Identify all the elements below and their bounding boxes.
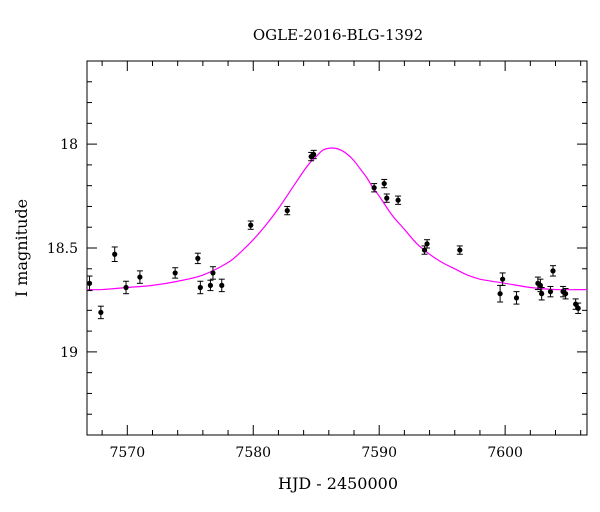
model-curve-group [86,147,588,291]
data-point [547,285,554,298]
data-point [562,288,569,300]
data-point-marker [497,291,503,297]
data-point [247,220,254,230]
data-point [123,280,130,295]
data-point [207,279,214,292]
data-point-marker [98,309,104,316]
data-point [383,193,390,203]
data-point-marker [371,185,377,191]
data-point [197,280,204,295]
data-point-marker [424,241,430,247]
axis-ticks [87,60,587,436]
data-point-marker [123,284,129,291]
data-point [499,272,506,286]
data-point [381,178,388,189]
data-point-marker [575,305,581,311]
x-tick-label: 7590 [361,445,397,461]
data-point-marker [219,282,225,288]
data-point [549,265,556,277]
data-point [209,266,216,280]
data-point-marker [395,197,401,203]
data-point [218,278,225,293]
data-point-marker [457,247,463,253]
axis-tick-labels: 7570 7580 7590 7600 18 18.5 19 [47,137,523,461]
data-point-marker [547,289,554,295]
data-point [513,291,520,305]
x-tick-label: 7600 [487,445,523,461]
data-point [575,302,582,314]
data-point-marker [197,284,203,291]
data-point [86,275,93,292]
data-point-marker [562,291,569,297]
data-point-marker [421,247,428,253]
data-point [172,267,179,279]
data-point-marker [311,151,317,158]
data-point [538,286,545,301]
data-point [456,245,463,255]
data-point [111,246,118,263]
data-point-marker [248,222,254,228]
data-point-marker [284,208,290,214]
data-point-marker [112,251,118,257]
plot-frame [86,60,588,436]
chart-title: OGLE-2016-BLG-1392 [253,26,423,44]
data-point-marker [384,195,390,201]
data-point [194,252,201,265]
data-point-marker [172,270,178,276]
data-point [97,305,104,320]
data-point [497,284,504,303]
data-point [395,195,402,205]
data-point-marker [513,295,520,301]
y-tick-label: 18 [60,137,78,153]
data-point [371,183,378,193]
y-tick-label: 18.5 [47,241,78,257]
data-point-marker [137,274,143,280]
data-point-marker [210,270,216,276]
data-point-marker [539,291,545,297]
y-tick-label: 19 [60,345,78,361]
x-tick-label: 7580 [235,445,271,461]
data-point [136,270,143,284]
data-point [424,239,431,249]
x-axis-label: HJD - 2450000 [278,474,398,493]
data-point-marker [550,268,556,274]
data-point [284,205,291,216]
data-point-marker [537,282,544,288]
x-tick-label: 7570 [109,445,145,461]
data-point [310,149,317,160]
y-axis-label: I magnitude [12,199,31,297]
data-points-group [86,149,582,320]
model-curve [86,147,588,291]
data-point-marker [86,280,93,286]
data-point-marker [500,276,506,282]
data-point-marker [207,282,214,288]
data-point-marker [195,255,201,261]
data-point-marker [381,180,387,187]
